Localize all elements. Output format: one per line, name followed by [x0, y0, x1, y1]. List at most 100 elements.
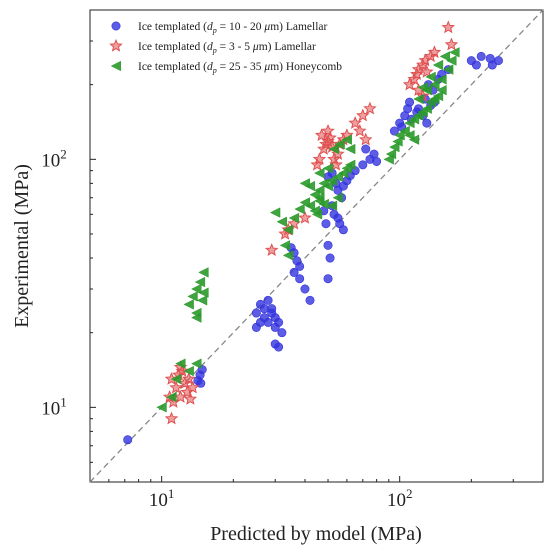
data-point	[399, 125, 410, 137]
data-point	[444, 37, 459, 51]
data-point	[322, 163, 334, 174]
data-point	[471, 60, 481, 70]
data-point	[487, 60, 497, 70]
data-point	[421, 103, 432, 114]
x-tick-label: 101	[149, 486, 175, 511]
data-point	[436, 74, 447, 85]
data-point	[476, 51, 486, 61]
data-point	[289, 267, 299, 277]
legend: Ice templated (dp = 10 - 20 μm) Lamellar…	[109, 21, 342, 75]
data-point	[344, 159, 356, 171]
data-point	[183, 299, 194, 310]
data-point	[356, 108, 370, 122]
series-2	[162, 20, 459, 425]
data-point	[446, 55, 457, 66]
data-point	[305, 295, 315, 305]
data-point	[300, 284, 310, 294]
x-axis-title: Predicted by model (MPa)	[210, 523, 422, 545]
data-point	[196, 295, 208, 306]
data-point	[314, 167, 325, 179]
reference-line-y-equals-x	[89, 9, 544, 483]
data-point	[263, 295, 273, 305]
data-point	[175, 358, 186, 369]
data-point	[294, 203, 305, 215]
data-point	[270, 322, 280, 332]
data-point	[332, 192, 343, 203]
data-point	[194, 276, 206, 288]
y-tick-label: 101	[41, 394, 67, 419]
data-point	[282, 250, 294, 261]
data-series	[123, 20, 503, 445]
data-point	[363, 101, 377, 115]
data-point	[164, 411, 179, 425]
data-point	[182, 371, 196, 385]
data-point	[420, 64, 434, 78]
data-point	[312, 152, 327, 166]
data-point	[369, 149, 379, 159]
data-point	[304, 200, 316, 211]
data-point	[358, 132, 373, 146]
data-point	[322, 180, 334, 192]
data-point	[251, 308, 261, 318]
data-point	[439, 51, 451, 62]
data-point	[361, 144, 371, 154]
data-point	[282, 224, 294, 235]
data-point	[276, 216, 287, 227]
data-point	[309, 189, 320, 200]
data-point	[383, 154, 394, 165]
data-point	[169, 380, 183, 394]
data-point	[436, 84, 447, 96]
data-point	[338, 167, 349, 179]
plot-frame	[89, 9, 544, 483]
data-point	[191, 358, 202, 369]
data-point	[425, 71, 436, 83]
legend-marker	[110, 60, 122, 72]
data-point	[326, 175, 338, 186]
data-point	[277, 328, 287, 338]
data-point	[325, 253, 335, 263]
data-point	[323, 240, 333, 250]
data-point	[405, 97, 415, 107]
data-point	[187, 291, 198, 302]
data-point	[328, 143, 340, 155]
data-point	[323, 274, 333, 284]
data-point	[341, 134, 352, 145]
data-point	[442, 64, 454, 75]
data-point	[385, 148, 397, 160]
data-point	[408, 134, 420, 145]
data-point	[299, 178, 311, 189]
legend-marker	[109, 38, 123, 52]
data-point	[441, 20, 456, 34]
data-point	[123, 435, 133, 445]
data-point	[198, 267, 209, 278]
data-point	[493, 56, 503, 66]
y-axis-title: Experimental (MPa)	[11, 164, 33, 328]
data-point	[274, 342, 284, 352]
data-point	[298, 210, 312, 224]
data-point	[404, 130, 415, 141]
data-point	[196, 378, 206, 388]
legend-marker	[111, 21, 121, 31]
data-point	[295, 261, 305, 271]
legend-label: Ice templated (dp = 25 - 35 μm) Honeycom…	[138, 61, 342, 75]
data-point	[413, 93, 424, 105]
legend-label: Ice templated (dp = 10 - 20 μm) Lamellar	[138, 21, 328, 35]
data-point	[321, 219, 331, 229]
data-point	[191, 312, 202, 323]
data-point	[332, 171, 343, 183]
data-point	[422, 118, 432, 128]
data-point	[170, 373, 182, 385]
data-point	[348, 115, 362, 129]
data-point	[429, 79, 440, 90]
data-point	[358, 160, 368, 170]
data-point	[323, 130, 337, 144]
data-point	[427, 45, 442, 59]
axis-ticks: 101 102 101 102	[41, 40, 514, 511]
data-point	[251, 322, 261, 332]
data-point	[389, 141, 400, 153]
data-point	[372, 156, 382, 166]
data-point	[166, 391, 177, 403]
data-point	[449, 47, 460, 58]
data-point	[264, 243, 279, 256]
